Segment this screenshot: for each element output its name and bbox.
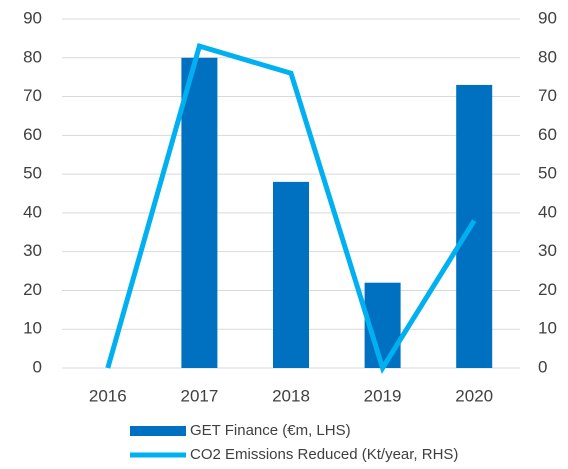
- y-tick-label: 10: [23, 319, 42, 338]
- y-tick-label: 90: [23, 8, 42, 27]
- y2-tick-label: 90: [538, 8, 557, 27]
- x-tick-label: 2016: [89, 386, 127, 405]
- bar: [456, 84, 493, 368]
- line: [105, 43, 477, 374]
- x-tick-label: 2020: [455, 386, 493, 405]
- bar: [273, 181, 309, 368]
- x-tick-label: 2018: [272, 386, 310, 405]
- y2-tick-label: 10: [538, 319, 557, 338]
- legend-label: CO2 Emissions Reduced (Kt/year, RHS): [190, 446, 458, 463]
- bar: [181, 57, 218, 369]
- y2-tick-label: 30: [538, 241, 557, 260]
- y2-tick-label: 40: [538, 202, 557, 221]
- y2-tick-label: 80: [538, 47, 557, 66]
- y2-tick-label: 0: [538, 357, 547, 376]
- y2-tick-label: 20: [538, 280, 557, 299]
- legend-swatch: [130, 426, 186, 436]
- y2-tick-label: 70: [538, 86, 557, 105]
- y-tick-label: 20: [23, 280, 42, 299]
- y-tick-label: 70: [23, 86, 42, 105]
- y-tick-label: 0: [33, 357, 42, 376]
- y-tick-label: 30: [23, 241, 42, 260]
- x-tick-label: 2019: [364, 386, 402, 405]
- y2-tick-label: 60: [538, 125, 557, 144]
- y-tick-label: 40: [23, 202, 42, 221]
- y2-tick-label: 50: [538, 164, 557, 183]
- y-tick-label: 60: [23, 125, 42, 144]
- y-tick-label: 50: [23, 164, 42, 183]
- x-tick-label: 2017: [180, 386, 218, 405]
- legend-label: GET Finance (€m, LHS): [190, 422, 351, 439]
- y-tick-label: 80: [23, 47, 42, 66]
